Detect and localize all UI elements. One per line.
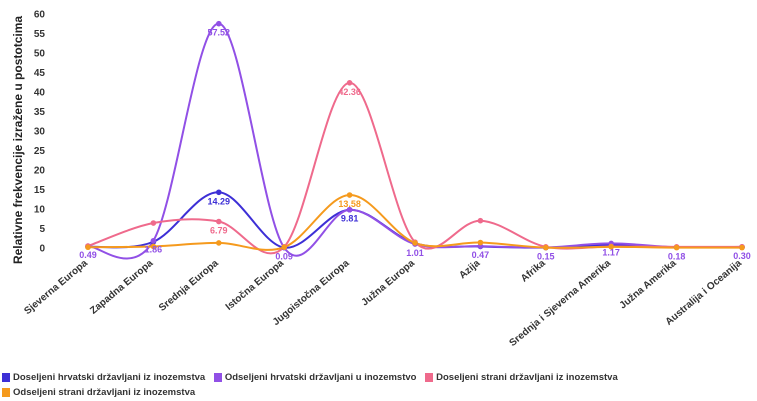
- legend: Doseljeni hrvatski državljani iz inozems…: [2, 371, 742, 401]
- data-label: 13.58: [338, 199, 361, 209]
- legend-label: Odseljeni strani državljani iz inozemstv…: [13, 387, 196, 398]
- y-tick-label: 5: [39, 224, 45, 235]
- y-axis-ticks: 0 5 10 15 20 25 30 35 40 45 50 55 60: [34, 10, 46, 255]
- y-tick-label: 20: [34, 166, 46, 177]
- legend-label: Odseljeni hrvatski državljani u inozemst…: [224, 372, 417, 383]
- data-point[interactable]: [739, 244, 745, 251]
- legend-swatch: [2, 373, 10, 382]
- x-tick-label: Istočna Europa: [224, 258, 287, 313]
- x-tick-label: Azija: [457, 258, 482, 282]
- legend-item-odseljeni-hrvatski[interactable]: Odseljeni hrvatski državljani u inozemst…: [213, 371, 417, 384]
- data-point[interactable]: [477, 239, 484, 246]
- data-point[interactable]: [346, 192, 353, 198]
- data-label: 0.49: [79, 250, 97, 260]
- data-label: 57.52: [208, 28, 231, 38]
- data-point[interactable]: [216, 240, 222, 246]
- data-point[interactable]: [412, 240, 418, 246]
- data-labels: 0.49 1.86 57.52 14.29 6.79 0.09 42.36 13.58 9.81…: [79, 28, 751, 262]
- data-label: 1.86: [145, 245, 163, 255]
- y-tick-label: 45: [34, 68, 46, 79]
- x-tick-label: Južna Europa: [360, 258, 418, 309]
- data-label: 9.81: [341, 214, 359, 224]
- data-point[interactable]: [477, 217, 484, 224]
- series-line: [87, 22, 743, 260]
- data-label: 0.18: [668, 251, 686, 261]
- data-point[interactable]: [216, 189, 222, 196]
- legend-label: Doseljeni strani državljani iz inozemstv…: [436, 372, 618, 383]
- series-points: [85, 20, 745, 251]
- y-tick-label: 15: [34, 185, 46, 196]
- data-point[interactable]: [608, 244, 614, 250]
- data-point[interactable]: [216, 20, 222, 27]
- data-point[interactable]: [346, 79, 353, 86]
- data-label: 0.09: [275, 252, 293, 262]
- legend-swatch: [425, 373, 434, 382]
- x-tick-label: Sjeverna Europa: [22, 258, 90, 317]
- y-tick-label: 40: [34, 88, 46, 99]
- data-label: 1.01: [406, 248, 424, 258]
- data-point[interactable]: [85, 244, 91, 251]
- series-lines: [87, 22, 743, 260]
- legend-item-doseljeni-hrvatski[interactable]: Doseljeni hrvatski državljani iz inozems…: [2, 371, 205, 384]
- data-label: 6.79: [210, 226, 228, 236]
- data-point[interactable]: [150, 220, 157, 226]
- legend-label: Doseljeni hrvatski državljani iz inozems…: [13, 372, 206, 383]
- data-label: 0.15: [537, 251, 555, 261]
- data-point[interactable]: [281, 244, 288, 251]
- x-tick-label: Južna Amerika: [618, 258, 679, 312]
- y-tick-label: 55: [34, 29, 46, 40]
- legend-item-odseljeni-strani[interactable]: Odseljeni strani državljani iz inozemstv…: [2, 386, 195, 399]
- data-label: 0.47: [472, 250, 490, 260]
- data-point[interactable]: [150, 237, 157, 244]
- legend-swatch: [213, 373, 222, 382]
- data-point[interactable]: [346, 206, 353, 213]
- data-point[interactable]: [673, 244, 680, 251]
- y-tick-label: 50: [34, 49, 46, 60]
- x-tick-label: Afrika: [519, 258, 548, 285]
- data-label: 0.30: [733, 251, 751, 261]
- data-label: 42.36: [338, 87, 361, 97]
- x-tick-label: Srednja Europa: [157, 258, 221, 314]
- data-point[interactable]: [150, 243, 157, 250]
- legend-swatch: [2, 388, 10, 397]
- y-tick-label: 10: [34, 205, 46, 216]
- x-tick-label: Zapadna Europa: [88, 258, 155, 317]
- y-tick-label: 0: [39, 244, 45, 255]
- legend-item-doseljeni-strani[interactable]: Doseljeni strani državljani iz inozemstv…: [425, 371, 618, 384]
- y-tick-label: 60: [34, 10, 46, 21]
- data-label: 1.17: [602, 247, 620, 257]
- data-point[interactable]: [543, 244, 549, 251]
- y-tick-label: 25: [34, 146, 46, 157]
- y-tick-label: 30: [34, 127, 46, 138]
- data-label: 14.29: [208, 196, 231, 206]
- data-point[interactable]: [216, 218, 222, 225]
- y-tick-label: 35: [34, 107, 46, 118]
- y-axis-label: Relativne frekvencije izražene u postotc…: [11, 16, 25, 264]
- series-line: [87, 81, 743, 255]
